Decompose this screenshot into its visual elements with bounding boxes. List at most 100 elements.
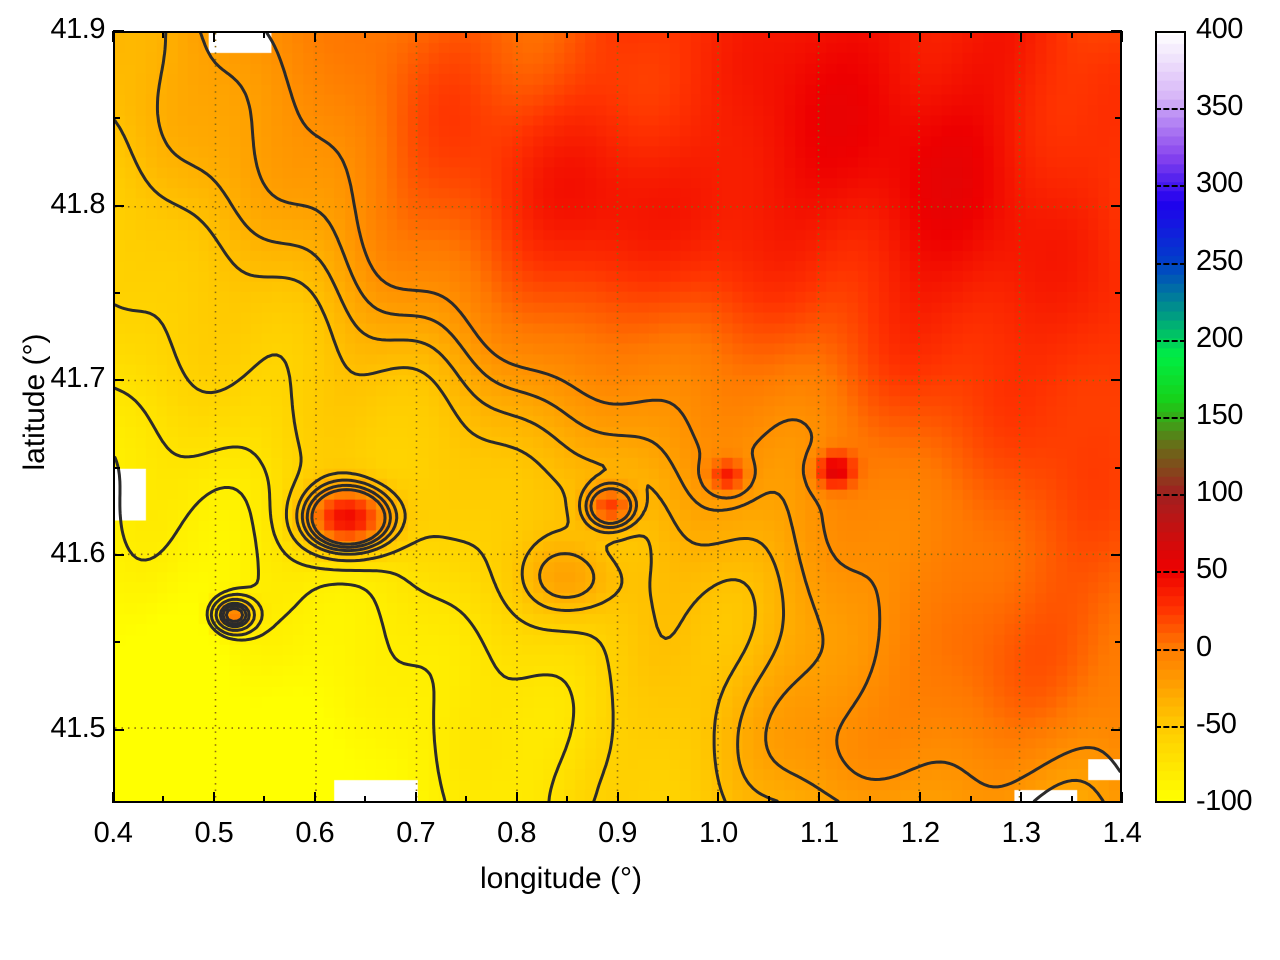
y-tick-minor [1115, 466, 1122, 469]
x-tick-major [112, 31, 114, 42]
x-tick-minor [162, 796, 165, 803]
contour-line [199, 33, 840, 801]
x-tick-major [112, 792, 114, 803]
x-tick-label: 0.6 [295, 817, 335, 849]
y-tick-major [1111, 553, 1122, 556]
y-tick-major [1111, 379, 1122, 382]
y-tick-minor [1115, 641, 1122, 644]
contour-line [589, 487, 633, 525]
colorbar-tick [1155, 185, 1186, 189]
x-tick-major [1020, 31, 1023, 42]
x-tick-label: 1.4 [1102, 817, 1142, 849]
x-tick-major [818, 31, 821, 42]
x-tick-minor [969, 31, 972, 38]
heatmap-raster [115, 33, 1120, 801]
contour-line [305, 483, 392, 549]
x-tick-minor [263, 796, 266, 803]
x-tick-minor [566, 796, 569, 803]
x-tick-minor [1070, 31, 1073, 38]
x-tick-major [818, 792, 821, 803]
x-tick-label: 0.4 [93, 817, 133, 849]
colorbar-tick [1155, 417, 1186, 421]
colorbar-tick-label: 100 [1196, 476, 1243, 509]
y-tick-minor [113, 466, 120, 469]
x-tick-label: 1.0 [698, 817, 738, 849]
x-tick-major [717, 792, 720, 803]
x-tick-minor [1070, 796, 1073, 803]
plot-area [113, 31, 1122, 803]
x-tick-minor [969, 796, 972, 803]
y-tick-major [113, 728, 124, 731]
x-tick-major [919, 31, 922, 42]
x-tick-major [515, 792, 518, 803]
colorbar-tick-label: 250 [1196, 244, 1243, 277]
y-tick-label: 41.5 [50, 711, 106, 744]
contour-lines [115, 33, 1120, 801]
contour-line [538, 552, 596, 599]
x-tick-major [1121, 31, 1123, 42]
x-tick-major [515, 31, 518, 42]
y-tick-label: 41.7 [50, 362, 106, 395]
x-tick-major [313, 792, 316, 803]
y-tick-minor [113, 291, 120, 294]
x-tick-label: 0.9 [598, 817, 637, 849]
y-tick-major [113, 30, 124, 32]
contour-line [115, 303, 615, 801]
colorbar-tick [1155, 571, 1186, 575]
y-tick-label: 41.8 [50, 187, 106, 220]
x-tick-major [1020, 792, 1023, 803]
y-axis-title: latitude (°) [18, 333, 51, 471]
contour-line [115, 456, 447, 801]
x-tick-major [717, 31, 720, 42]
x-tick-label: 0.5 [194, 817, 234, 849]
contour-line [265, 33, 1120, 789]
contour-line [115, 386, 576, 801]
colorbar-tick [1155, 339, 1186, 344]
contour-line [209, 592, 264, 637]
x-tick-minor [364, 31, 367, 38]
x-tick-minor [162, 31, 165, 38]
y-tick-major [113, 553, 124, 556]
x-tick-minor [364, 796, 367, 803]
contour-line [221, 604, 248, 626]
colorbar-tick [1155, 494, 1186, 498]
contour-line [295, 471, 407, 556]
colorbar-tick-label: 350 [1196, 90, 1243, 123]
colorbar-tick-label: -100 [1196, 785, 1253, 817]
x-tick-major [414, 792, 417, 803]
x-tick-minor [666, 31, 669, 38]
colorbar-tick [1155, 648, 1186, 653]
y-tick-minor [1115, 117, 1122, 120]
y-tick-major [1111, 728, 1122, 731]
colorbar-tick [1155, 725, 1186, 730]
contour-line [1032, 778, 1105, 801]
contour-line [155, 33, 786, 801]
x-tick-label: 1.2 [900, 817, 940, 849]
y-tick-major [113, 379, 124, 382]
y-tick-minor [1115, 291, 1122, 294]
x-tick-label: 0.7 [396, 817, 436, 849]
x-tick-minor [263, 31, 266, 38]
contour-line [115, 119, 757, 801]
y-tick-major [1111, 204, 1122, 207]
x-tick-minor [767, 796, 770, 803]
colorbar-tick-label: 150 [1196, 399, 1243, 431]
x-tick-minor [566, 31, 569, 38]
y-tick-label: 41.9 [50, 13, 106, 45]
x-tick-minor [767, 31, 770, 38]
colorbar-tick-label: 50 [1196, 553, 1228, 586]
x-tick-major [1121, 792, 1123, 803]
y-tick-minor [113, 641, 120, 644]
contour-line [218, 601, 251, 629]
x-tick-label: 0.8 [497, 817, 536, 849]
colorbar-tick [1155, 262, 1186, 267]
colorbar-tick-label: 0 [1196, 630, 1212, 663]
x-tick-major [919, 792, 922, 803]
contour-line [224, 607, 245, 623]
x-tick-major [414, 31, 417, 42]
contour-line [214, 597, 256, 632]
x-tick-major [212, 792, 215, 803]
colorbar-tick-label: 400 [1196, 13, 1243, 45]
x-tick-major [616, 31, 619, 42]
